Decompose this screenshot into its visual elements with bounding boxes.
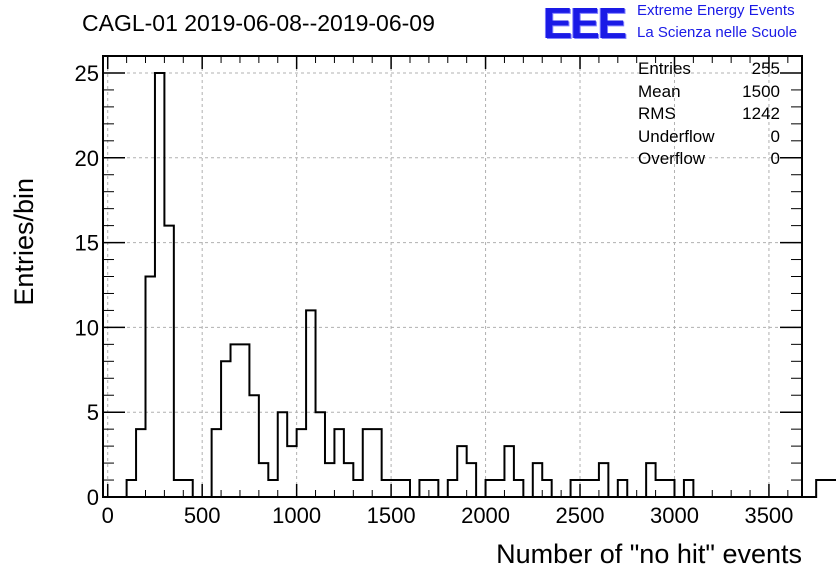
histogram-bin [656,480,665,497]
histogram-bin [816,480,825,497]
histogram-bin [419,480,428,497]
stats-box: Entries 255 Mean 1500 RMS 1242 Underflow… [638,58,780,171]
histogram-bin [486,480,495,497]
x-tick-label: 1000 [272,503,321,528]
histogram-bin [212,429,221,497]
histogram-bin [429,480,438,497]
histogram-bin [504,446,513,497]
stat-value: 1242 [742,104,780,123]
eee-logo: EEE [543,0,627,48]
histogram-bin [514,480,523,497]
histogram-bin [372,429,381,497]
histogram-bin [278,412,287,497]
x-tick-labels: 0 500 1000 1500 2000 2500 3000 3500 [102,503,794,528]
histogram-bin [665,480,674,497]
histogram-bin [297,429,306,497]
histogram-bin [353,480,362,497]
histogram-bin [618,480,627,497]
stat-row-overflow: Overflow 0 [638,148,780,171]
histogram-bin [164,226,173,497]
histogram-bin [533,463,542,497]
stat-label: Mean [638,81,681,101]
histogram-bin [306,310,315,497]
histogram-bin [571,480,580,497]
x-tick-label: 2500 [556,503,605,528]
x-tick-label: 3500 [744,503,793,528]
logo-subtitle-2: La Scienza nelle Scuole [637,24,798,41]
histogram-bin [467,463,476,497]
stat-value: 255 [751,59,780,78]
stat-label: Entries [638,59,691,78]
x-tick-label: 2000 [461,503,510,528]
stat-label: Overflow [638,149,706,168]
histogram-bin [325,463,334,497]
y-tick-label: 25 [75,61,99,86]
stat-label: Underflow [638,126,715,146]
x-tick-label: 0 [102,503,114,528]
histogram-bin [344,463,353,497]
histogram-bin [183,480,192,497]
stat-label: RMS [638,104,676,123]
y-tick-label: 20 [75,146,99,171]
histogram-bin [146,277,155,498]
stat-value: 0 [770,126,780,146]
histogram-bin [221,361,230,497]
stat-row-rms: RMS 1242 [638,103,780,126]
histogram-bin [249,395,258,497]
histogram-bin [589,480,598,497]
histogram-series [125,71,836,498]
histogram-bin [334,429,343,497]
y-tick-label: 0 [87,485,99,510]
histogram-bin [646,463,655,497]
stat-value: 1500 [742,81,780,101]
histogram-outline [125,71,836,498]
y-axis-label: Entries/bin [9,178,39,306]
histogram-bin [599,463,608,497]
y-tick-label: 10 [75,315,99,340]
stat-row-mean: Mean 1500 [638,81,780,104]
histogram-bin [382,480,391,497]
histogram-bin [363,429,372,497]
histogram-bin [684,480,693,497]
x-tick-label: 500 [184,503,221,528]
x-axis-label: Number of "no hit" events [496,539,802,569]
histogram-bin [580,480,589,497]
histogram-bin [448,480,457,497]
y-tick-labels: 0 5 10 15 20 25 [75,61,99,510]
stat-row-entries: Entries 255 [638,58,780,81]
histogram-bin [457,446,466,497]
histogram-bin [240,344,249,497]
histogram-bin [495,480,504,497]
y-tick-label: 15 [75,231,99,256]
histogram-bin [231,344,240,497]
y-tick-label: 5 [87,400,99,425]
histogram-bin [391,480,400,497]
histogram-bin [259,463,268,497]
histogram-bin [174,480,183,497]
x-tick-label: 3000 [650,503,699,528]
x-tick-label: 1500 [367,503,416,528]
histogram-bin [136,429,145,497]
histogram-bin [316,412,325,497]
chart-title: CAGL-01 2019-06-08--2019-06-09 [82,10,435,36]
histogram-bin [268,480,277,497]
stat-value: 0 [770,149,780,168]
histogram-bin [127,480,136,497]
histogram-bin [826,480,835,497]
histogram-bin [287,446,296,497]
histogram-bin [542,480,551,497]
stat-row-underflow: Underflow 0 [638,126,780,149]
histogram-bin [401,480,410,497]
histogram-bin [155,73,164,497]
axes [102,55,803,498]
logo-subtitle-1: Extreme Energy Events [637,2,795,19]
